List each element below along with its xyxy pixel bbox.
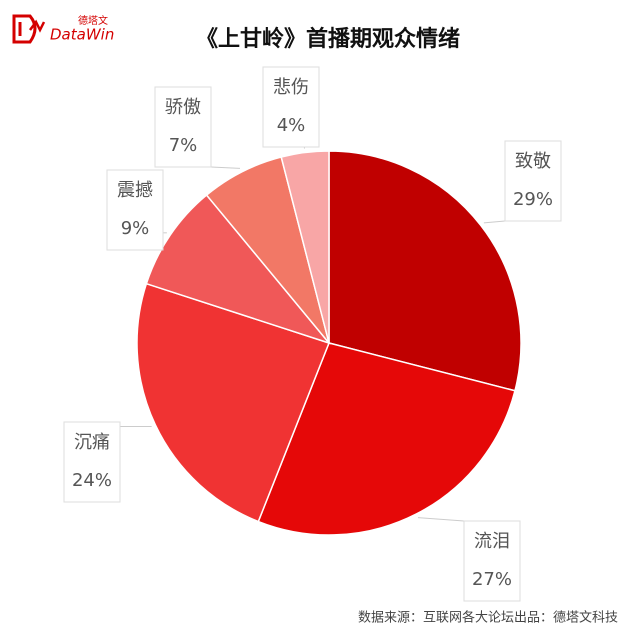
category-label: 沉痛 (74, 432, 110, 453)
category-label: 悲伤 (273, 77, 309, 98)
logo: 德塔文 DataWin (12, 14, 114, 44)
pie-slice (280, 150, 330, 344)
chart-title: 《上甘岭》首播期观众情绪 (196, 26, 460, 52)
label-box (154, 86, 212, 168)
value-label: 4% (277, 115, 306, 136)
pie-slice (136, 282, 330, 523)
leader-line (417, 517, 465, 522)
logo-icon (12, 14, 37, 44)
value-label: 27% (472, 569, 512, 590)
logo-subtitle: 德塔文 (78, 14, 108, 27)
source: 数据来源：互联网各大论坛 (358, 610, 514, 626)
label-box (504, 140, 562, 222)
pie: 致敬 29% 流泪 27% 沉痛 24% 震撼 9% 骄傲 7% 悲伤 4% (63, 66, 562, 602)
category-label: 致敬 (515, 151, 551, 172)
category-label: 骄傲 (165, 97, 201, 118)
value-label: 29% (513, 189, 553, 210)
pie-slice (257, 342, 516, 536)
value-label: 9% (121, 218, 150, 239)
label-box (63, 421, 121, 503)
category-label: 流泪 (474, 531, 510, 552)
pie-slice (328, 150, 522, 392)
pie-slice (145, 194, 332, 345)
value-label: 7% (169, 135, 198, 156)
label-box (262, 66, 320, 148)
category-label: 震撼 (117, 180, 153, 201)
leader-line (210, 166, 241, 169)
label-box (463, 520, 521, 602)
logo-name: DataWin (50, 26, 114, 44)
leader-line (483, 220, 506, 224)
label-box (106, 169, 164, 251)
producer: 出品：德塔文科技 (514, 611, 618, 626)
value-label: 24% (72, 470, 112, 491)
logo-icon (29, 19, 46, 33)
